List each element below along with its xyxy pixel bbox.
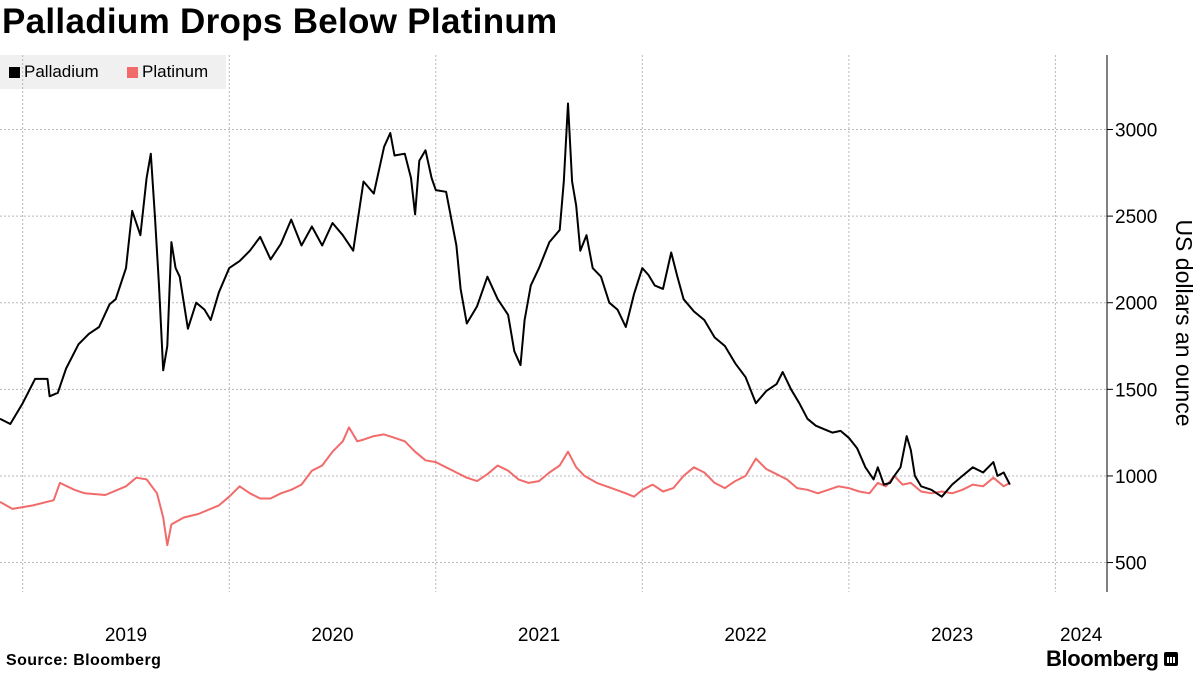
brand-logo: Bloomberg — [1046, 646, 1178, 672]
series-line-palladium — [0, 102, 1011, 498]
grid — [0, 55, 1107, 592]
legend: Palladium Platinum — [0, 55, 226, 89]
brand-name: Bloomberg — [1046, 646, 1159, 671]
x-tick-label: 2019 — [105, 625, 147, 646]
chart-title: Palladium Drops Below Platinum — [2, 2, 558, 41]
x-tick-label: 2020 — [311, 625, 353, 646]
axes: 500 1000 1500 2000 2500 3000 2019 2020 2021 2022 2… — [105, 55, 1157, 646]
y-tick-label: 3000 — [1115, 120, 1157, 141]
x-tick-label: 2021 — [518, 625, 560, 646]
legend-item-platinum: Platinum — [127, 62, 208, 82]
y-tick-label: 500 — [1115, 554, 1147, 575]
x-tick-label: 2023 — [931, 625, 973, 646]
legend-item-palladium: Palladium — [9, 62, 99, 82]
y-tick-label: 2500 — [1115, 207, 1157, 228]
series-lines — [0, 102, 1011, 547]
y-tick-label: 1000 — [1115, 467, 1157, 488]
y-tick-label: 2000 — [1115, 294, 1157, 315]
x-tick-label: 2024 — [1060, 625, 1103, 646]
y-axis-label: US dollars an ounce — [1171, 219, 1197, 426]
legend-label-palladium: Palladium — [24, 62, 99, 81]
platinum-swatch-icon — [127, 66, 138, 78]
x-tick-label: 2022 — [724, 625, 766, 646]
y-tick-label: 1500 — [1115, 380, 1157, 401]
legend-label-platinum: Platinum — [142, 62, 209, 81]
palladium-swatch-icon — [9, 66, 20, 78]
series-line-platinum — [0, 426, 1011, 547]
bloomberg-badge-icon — [1163, 652, 1178, 666]
source-note: Source: Bloomberg — [6, 652, 162, 669]
